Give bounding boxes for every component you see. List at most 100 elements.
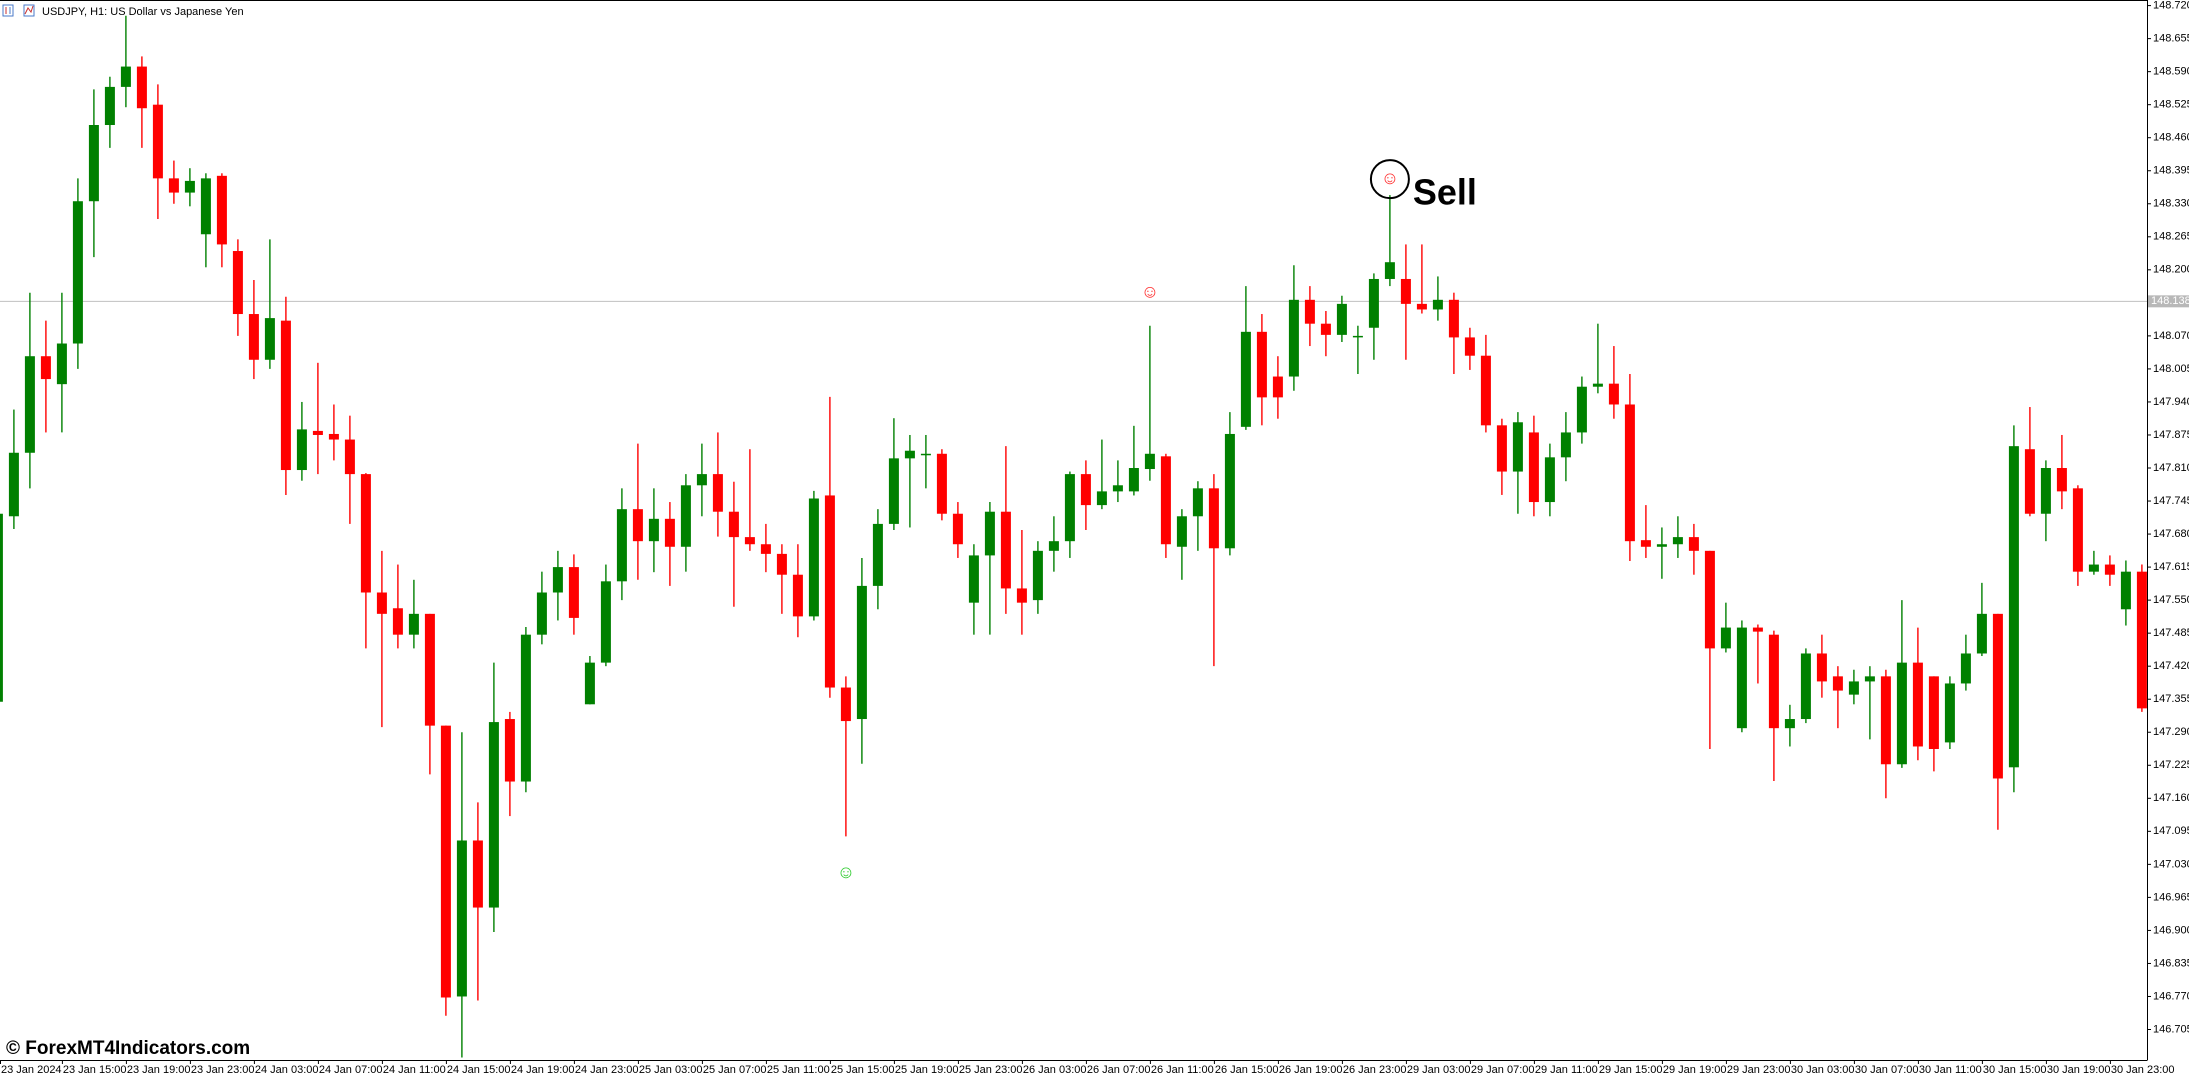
candle-body: [1864, 676, 1875, 682]
x-tick-label: 29 Jan 11:00: [1535, 1064, 1598, 1076]
x-tick-label: 26 Jan 19:00: [1279, 1064, 1343, 1076]
candle-body: [136, 66, 147, 109]
x-tick-label: 24 Jan 19:00: [511, 1064, 575, 1076]
candle-body: [2088, 564, 2099, 572]
candle-body: [2072, 488, 2083, 572]
candle-body: [1256, 331, 1267, 398]
candle-body: [472, 840, 483, 908]
candle-body: [264, 318, 275, 360]
candle-body: [1048, 541, 1059, 551]
y-tick-label: 148.720: [2153, 0, 2189, 11]
x-tick-label: 29 Jan 19:00: [1663, 1064, 1727, 1076]
y-tick-label: 148.525: [2153, 99, 2189, 111]
candle-body: [56, 343, 67, 385]
candle-body: [936, 453, 947, 514]
y-tick-label: 148.655: [2153, 33, 2189, 45]
y-tick-label: 147.030: [2153, 858, 2189, 870]
candle-body: [1592, 383, 1603, 387]
x-tick-label: 30 Jan 15:00: [1983, 1064, 2047, 1076]
x-tick-label: 23 Jan 15:00: [63, 1064, 127, 1076]
x-tick-label: 29 Jan 15:00: [1599, 1064, 1663, 1076]
candle-body: [1032, 550, 1043, 601]
candle-body: [104, 86, 115, 126]
y-tick-label: 147.550: [2153, 594, 2189, 606]
candle-body: [456, 840, 467, 997]
x-tick-label: 29 Jan 23:00: [1727, 1064, 1791, 1076]
y-tick-label: 147.940: [2153, 396, 2189, 408]
y-tick-label: 147.680: [2153, 528, 2189, 540]
candle-body: [408, 613, 419, 635]
candle-body: [296, 429, 307, 471]
candle-body: [1848, 681, 1859, 695]
x-tick-label: 25 Jan 03:00: [639, 1064, 703, 1076]
candle-body: [1064, 474, 1075, 542]
candle-body: [520, 634, 531, 782]
candle-body: [1448, 299, 1459, 338]
y-tick-label: 148.070: [2153, 330, 2189, 342]
x-tick-label: 23 Jan 19:00: [127, 1064, 191, 1076]
x-tick-label: 30 Jan 19:00: [2047, 1064, 2111, 1076]
candle-body: [2120, 571, 2131, 610]
chart-title: USDJPY, H1: US Dollar vs Japanese Yen: [42, 6, 244, 18]
candle-body: [1704, 550, 1715, 649]
y-tick-label: 147.355: [2153, 693, 2189, 705]
candle-body: [1128, 468, 1139, 492]
candle-body: [776, 553, 787, 575]
signal-label: Sell: [1413, 172, 1477, 213]
x-tick-label: 23 Jan 2024: [1, 1064, 62, 1076]
y-tick-label: 146.770: [2153, 990, 2189, 1002]
candle-body: [168, 178, 179, 193]
candle-body: [904, 450, 915, 459]
y-tick-label: 147.420: [2153, 660, 2189, 672]
candle-body: [376, 592, 387, 614]
candle-body: [1768, 634, 1779, 729]
candle-body: [584, 662, 595, 705]
candle-body: [1496, 425, 1507, 472]
x-tick-label: 26 Jan 07:00: [1087, 1064, 1151, 1076]
candle-body: [1416, 303, 1427, 310]
candle-body: [1624, 404, 1635, 542]
candle-body: [856, 585, 867, 720]
y-tick-label: 148.460: [2153, 132, 2189, 144]
icon: [23, 4, 35, 17]
candle-body: [1336, 303, 1347, 335]
x-tick-label: 25 Jan 19:00: [895, 1064, 959, 1076]
candle-body: [1320, 323, 1331, 335]
candle-body: [1816, 653, 1827, 682]
candle-body: [1208, 488, 1219, 549]
signal-marker: ☺: [837, 862, 855, 882]
candle-body: [8, 452, 19, 517]
candle-body: [24, 356, 35, 453]
candle-body: [968, 555, 979, 603]
candle-body: [808, 498, 819, 617]
candle-body: [1400, 278, 1411, 304]
candle-body: [200, 178, 211, 235]
x-tick-label: 25 Jan 11:00: [767, 1064, 830, 1076]
y-tick-label: 147.810: [2153, 462, 2189, 474]
candle-body: [1912, 662, 1923, 747]
candle-body: [1144, 453, 1155, 470]
candle-body: [1160, 456, 1171, 545]
x-tick-label: 30 Jan 11:00: [1919, 1064, 1982, 1076]
x-tick-label: 24 Jan 15:00: [447, 1064, 511, 1076]
candle-body: [1352, 335, 1363, 338]
current-price-label: 148.138: [2151, 295, 2189, 307]
candle-body: [712, 474, 723, 512]
x-tick-label: 26 Jan 03:00: [1023, 1064, 1087, 1076]
candle-body: [1224, 433, 1235, 549]
candle-body: [952, 513, 963, 545]
candle-body: [2056, 468, 2067, 492]
candle-body: [152, 104, 163, 179]
candle-body: [1672, 537, 1683, 545]
candle-body: [440, 725, 451, 998]
candle-body: [1192, 488, 1203, 517]
candle-body: [312, 430, 323, 435]
candle-body: [1576, 386, 1587, 433]
candle-body: [2136, 571, 2147, 709]
candle-body: [280, 320, 291, 471]
candle-body: [1304, 299, 1315, 324]
candle-body: [40, 356, 51, 380]
candle-body: [1560, 432, 1571, 458]
x-tick-label: 26 Jan 23:00: [1343, 1064, 1407, 1076]
candle-body: [1896, 662, 1907, 765]
